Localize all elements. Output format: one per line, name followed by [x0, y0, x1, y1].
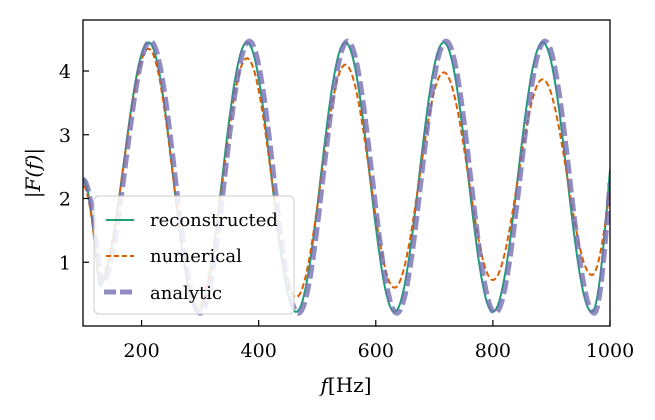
x-axis-label-unit: [Hz]	[328, 373, 372, 397]
series-layer	[83, 38, 610, 316]
legend-label-reconstructed: reconstructed	[150, 210, 278, 231]
x-tick-label: 400	[241, 340, 277, 362]
x-tick-label: 200	[123, 340, 159, 362]
legend-label-analytic: analytic	[150, 283, 222, 304]
y-tick-label: 4	[59, 61, 71, 83]
tick-layer: 200 400 600 800 1000 1 2 3 4	[59, 61, 634, 362]
y-tick-label: 2	[59, 189, 71, 211]
series-line-analytic	[83, 38, 610, 316]
y-axis-label: |F(f)|	[21, 148, 46, 198]
legend-label-numerical: numerical	[150, 246, 242, 267]
legend: reconstructed numerical analytic	[93, 195, 295, 315]
y-tick-label: 1	[59, 252, 71, 274]
plot-frame	[82, 19, 611, 327]
series-line-numerical	[83, 47, 610, 308]
legend-box	[93, 195, 295, 315]
y-tick-label: 3	[59, 125, 71, 147]
x-axis-label: f[Hz]	[319, 373, 372, 397]
x-tick-label: 800	[475, 340, 511, 362]
x-tick-label: 600	[358, 340, 394, 362]
x-tick-label: 1000	[586, 340, 634, 362]
